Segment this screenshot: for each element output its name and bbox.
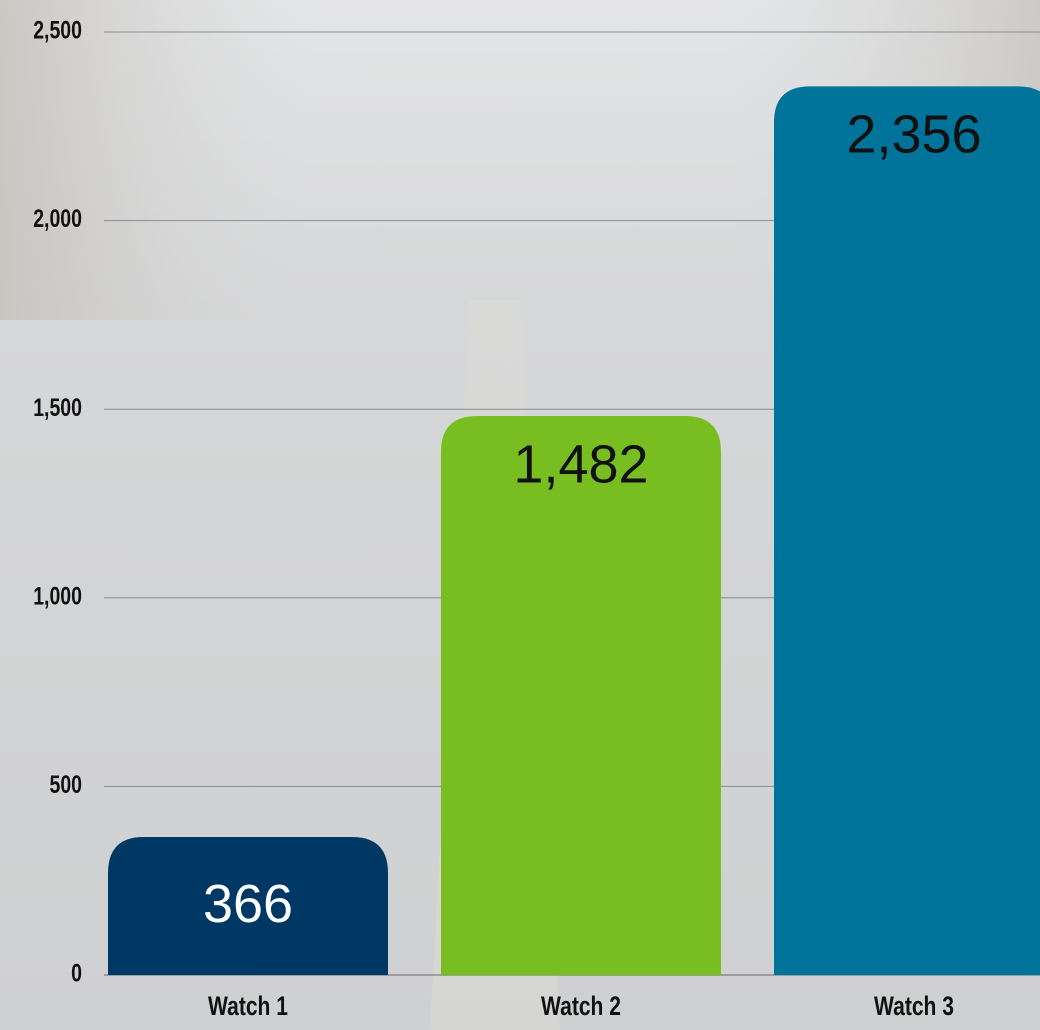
y-tick-label: 1,500 (33, 394, 82, 422)
y-tick-label: 2,000 (33, 205, 82, 233)
y-tick-label: 1,000 (33, 582, 82, 610)
x-tick-label: Watch 1 (208, 992, 288, 1022)
chart: 0 500 1,000 1,500 2,000 2,500 366 Watch 1 1,482 W… (0, 0, 1040, 1030)
page: {"chart_data": { "type": "bar", "categor… (0, 0, 1040, 1030)
value-label: 2,356 (846, 105, 981, 165)
y-tick-label: 0 (71, 959, 82, 987)
bar (441, 416, 721, 975)
y-tick-label: 2,500 (33, 16, 82, 44)
value-label: 1,482 (513, 434, 648, 494)
bar (774, 86, 1040, 975)
y-tick-label: 500 (49, 771, 82, 799)
x-tick-label: Watch 2 (541, 992, 621, 1022)
x-tick-label: Watch 3 (874, 992, 954, 1022)
value-label: 366 (203, 874, 293, 934)
